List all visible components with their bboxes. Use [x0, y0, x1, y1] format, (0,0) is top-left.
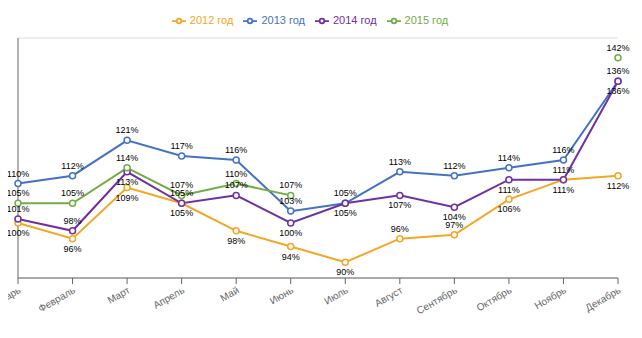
svg-text:107%: 107% [388, 200, 411, 210]
svg-text:103%: 103% [279, 196, 302, 206]
svg-text:107%: 107% [279, 180, 302, 190]
svg-text:96%: 96% [64, 244, 82, 254]
svg-text:114%: 114% [116, 153, 138, 163]
svg-text:101%: 101% [8, 204, 30, 214]
html-text:2014 год: 2014 год [333, 14, 377, 26]
svg-text:Январь: Январь [8, 284, 23, 311]
svg-text:104%: 104% [443, 212, 466, 222]
svg-text:112%: 112% [443, 161, 465, 171]
svg-text:106%: 106% [497, 204, 520, 214]
svg-text:116%: 116% [225, 145, 247, 155]
svg-text:100%: 100% [8, 228, 30, 238]
svg-text:Август: Август [373, 284, 405, 309]
svg-text:97%: 97% [445, 219, 464, 230]
svg-text:136%: 136% [606, 86, 629, 96]
svg-text:98%: 98% [64, 216, 82, 226]
svg-text:Март: Март [105, 284, 132, 306]
svg-text:Октябрь: Октябрь [474, 284, 513, 313]
svg-text:Май: Май [218, 284, 240, 303]
svg-text:116%: 116% [552, 145, 574, 155]
svg-text:111%: 111% [553, 165, 575, 175]
svg-text:Февраль: Февраль [36, 284, 77, 314]
svg-text:112%: 112% [607, 181, 629, 191]
html-text:2013 год: 2013 год [261, 14, 305, 26]
svg-text:105%: 105% [334, 188, 357, 198]
html-text:2015 год: 2015 год [404, 14, 449, 26]
svg-text:100%: 100% [279, 228, 302, 238]
svg-text:105%: 105% [61, 188, 84, 198]
html-text:2012 год: 2012 год [189, 14, 234, 26]
svg-text:90%: 90% [336, 267, 354, 277]
svg-text:Декабрь: Декабрь [583, 284, 622, 313]
svg-text:111%: 111% [553, 185, 575, 195]
svg-text:98%: 98% [227, 236, 245, 246]
svg-text:111%: 111% [498, 185, 520, 195]
svg-text:105%: 105% [170, 208, 193, 218]
svg-text:117%: 117% [170, 141, 192, 151]
svg-text:110%: 110% [225, 169, 247, 179]
svg-text:Сентябрь: Сентябрь [415, 284, 459, 316]
svg-text:96%: 96% [391, 224, 409, 234]
svg-text:105%: 105% [170, 188, 194, 199]
svg-text:109%: 109% [116, 193, 139, 203]
svg-text:142%: 142% [606, 43, 629, 53]
svg-text:110%: 110% [8, 169, 29, 179]
svg-text:112%: 112% [61, 161, 83, 171]
svg-text:114%: 114% [498, 153, 520, 163]
svg-text:121%: 121% [116, 125, 139, 135]
svg-text:113%: 113% [389, 157, 411, 167]
svg-text:113%: 113% [116, 177, 138, 187]
svg-text:107%: 107% [170, 180, 193, 190]
svg-text:105%: 105% [8, 188, 30, 198]
svg-text:105%: 105% [334, 208, 357, 218]
svg-text:136%: 136% [606, 66, 629, 76]
svg-text:Июль: Июль [322, 284, 350, 306]
svg-text:Июнь: Июнь [268, 284, 296, 306]
svg-text:107%: 107% [225, 180, 248, 190]
svg-text:Апрель: Апрель [151, 284, 186, 310]
svg-text:Ноябрь: Ноябрь [532, 284, 568, 311]
svg-text:94%: 94% [282, 252, 300, 262]
